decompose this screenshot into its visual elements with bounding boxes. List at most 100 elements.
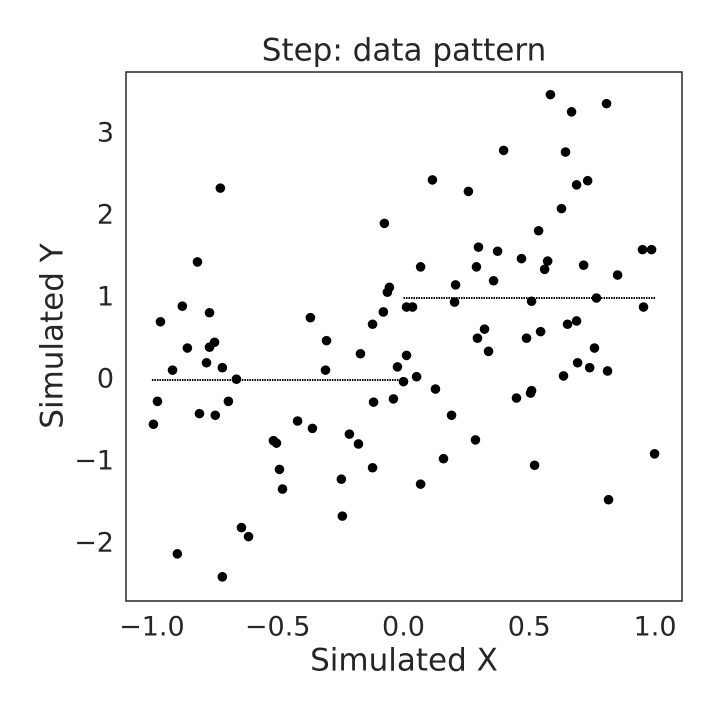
data-point — [430, 384, 441, 394]
data-point — [379, 218, 390, 229]
data-point — [344, 429, 355, 439]
data-point — [355, 348, 366, 359]
plot-area — [125, 71, 683, 602]
x-tick-label: 1.0 — [634, 612, 677, 643]
data-point — [638, 302, 649, 312]
data-point — [415, 262, 426, 272]
data-point — [194, 408, 205, 419]
data-point — [566, 107, 577, 117]
y-tick-label: −2 — [74, 528, 114, 559]
data-point — [384, 282, 395, 293]
data-point — [562, 319, 573, 330]
data-point — [305, 312, 316, 323]
data-point — [192, 257, 203, 267]
data-point — [215, 183, 226, 193]
y-tick-label: 0 — [97, 364, 114, 395]
y-tick-label: 1 — [97, 281, 114, 312]
data-point — [277, 484, 288, 494]
data-point — [545, 89, 556, 100]
data-point — [450, 280, 461, 290]
data-point — [612, 270, 623, 280]
data-point — [271, 438, 282, 448]
data-point — [492, 246, 503, 257]
data-point — [368, 397, 379, 407]
y-tick-label: 2 — [97, 199, 114, 230]
data-point — [521, 333, 532, 343]
x-axis-label: Simulated X — [310, 643, 498, 679]
data-point — [321, 335, 332, 346]
data-point — [427, 175, 438, 185]
data-point — [217, 362, 228, 373]
data-point — [571, 316, 582, 326]
data-point — [649, 449, 660, 459]
data-point — [449, 297, 460, 307]
data-point — [155, 316, 166, 327]
data-point — [336, 474, 347, 485]
y-tick-label: 3 — [97, 117, 114, 148]
data-point — [533, 225, 544, 236]
data-point — [589, 343, 600, 353]
data-point — [498, 145, 509, 156]
data-point — [438, 453, 449, 464]
x-tick-label: −0.5 — [245, 612, 311, 643]
data-point — [473, 242, 484, 252]
data-point — [483, 346, 494, 357]
x-tick-label: 0.0 — [382, 612, 425, 643]
data-point — [603, 494, 614, 505]
data-point — [463, 186, 474, 197]
data-point — [571, 180, 582, 190]
data-point — [411, 371, 422, 382]
data-point — [539, 264, 550, 275]
data-point — [152, 396, 163, 407]
data-point — [182, 343, 193, 353]
data-point — [378, 307, 389, 317]
data-point — [578, 260, 589, 270]
data-point — [516, 253, 527, 264]
data-point — [470, 435, 481, 445]
data-point — [236, 522, 247, 533]
x-tick-label: 0.5 — [508, 612, 551, 643]
data-point — [471, 262, 482, 272]
data-point — [472, 333, 483, 343]
data-point — [584, 362, 595, 373]
data-point — [602, 366, 613, 376]
data-point — [209, 337, 220, 348]
data-point — [558, 371, 569, 381]
data-point — [177, 301, 188, 311]
data-point — [646, 244, 657, 255]
data-point — [511, 393, 522, 403]
data-point — [398, 376, 409, 387]
data-point — [292, 416, 303, 426]
data-point — [367, 319, 378, 330]
data-point — [446, 410, 457, 421]
data-point — [243, 531, 254, 542]
data-point — [415, 479, 426, 489]
data-point — [601, 98, 612, 109]
data-point — [542, 256, 553, 266]
data-point — [201, 357, 212, 368]
data-point — [172, 549, 183, 559]
data-point — [572, 357, 583, 368]
data-point — [392, 362, 403, 372]
data-point — [320, 365, 331, 375]
data-point — [526, 385, 537, 396]
data-point — [488, 275, 499, 286]
data-point — [637, 244, 648, 255]
data-point — [560, 147, 571, 157]
data-point — [148, 419, 159, 430]
data-point — [231, 374, 242, 384]
data-point — [401, 350, 412, 361]
data-point — [274, 464, 285, 475]
step-line — [151, 297, 656, 382]
data-point — [582, 175, 593, 186]
data-point — [217, 572, 228, 582]
data-point — [204, 307, 215, 318]
x-tick-label: −1.0 — [119, 612, 185, 643]
chart-title: Step: data pattern — [262, 33, 546, 69]
y-axis-label: Simulated Y — [35, 243, 71, 429]
data-point — [307, 423, 318, 434]
data-point — [210, 410, 221, 421]
data-point — [388, 394, 399, 404]
data-point — [479, 324, 490, 334]
